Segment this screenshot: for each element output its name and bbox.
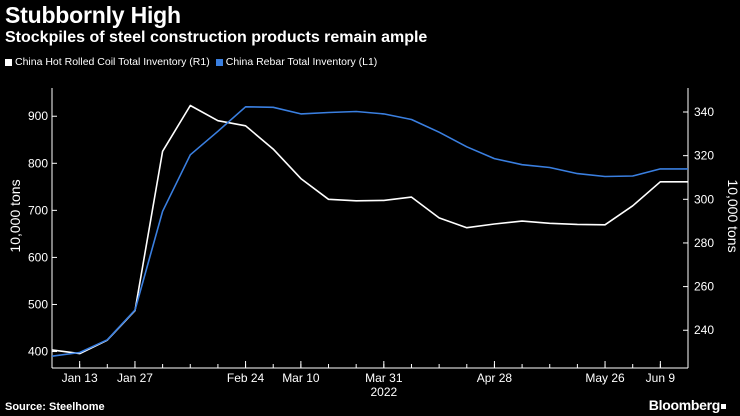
left-tick-label: 700 xyxy=(28,203,48,217)
right-tick-label: 240 xyxy=(694,323,714,337)
x-year-label: 2022 xyxy=(370,385,397,399)
chart-title: Stubbornly High xyxy=(5,2,181,28)
tick-labels: 400 500 600 700 800 900 240 260 280 300 320 340 10,0… xyxy=(7,105,740,399)
x-tick-label: Jan 13 xyxy=(62,371,98,385)
right-axis-title: 10,000 tons xyxy=(725,179,740,252)
legend-item-hrc: China Hot Rolled Coil Total Inventory (R… xyxy=(5,56,210,68)
series-line-rebar xyxy=(51,106,688,357)
left-tick-label: 900 xyxy=(28,109,48,123)
x-tick-label: May 26 xyxy=(585,371,625,385)
legend-label-rebar: China Rebar Total Inventory (L1) xyxy=(225,56,378,68)
x-tick-label: Jan 27 xyxy=(117,371,153,385)
x-tick-label: Feb 24 xyxy=(227,371,265,385)
legend-label-hrc: China Hot Rolled Coil Total Inventory (R… xyxy=(15,56,210,68)
source-note: Source: Steelhome xyxy=(5,401,105,413)
legend-swatch-hrc xyxy=(5,58,12,66)
legend-item-rebar: China Rebar Total Inventory (L1) xyxy=(215,56,378,68)
right-tick-label: 320 xyxy=(694,149,714,163)
left-tick-label: 400 xyxy=(28,345,48,359)
right-tick-label: 280 xyxy=(694,236,714,250)
brand-logo: Bloomberg xyxy=(649,397,726,413)
chart-subtitle: Stockpiles of steel construction product… xyxy=(5,29,428,46)
legend-swatch-rebar xyxy=(215,58,223,66)
left-tick-label: 600 xyxy=(28,250,48,264)
left-tick-label: 500 xyxy=(28,297,48,311)
right-tick-label: 260 xyxy=(694,280,714,294)
left-axis-title: 10,000 tons xyxy=(7,179,23,252)
x-tick-label: Mar 31 xyxy=(365,371,403,385)
series-lines xyxy=(51,104,688,357)
x-tick-label: Mar 10 xyxy=(282,371,320,385)
right-tick-label: 300 xyxy=(694,192,714,206)
left-tick-label: 800 xyxy=(28,156,48,170)
x-tick-label: Jun 9 xyxy=(646,371,676,385)
legend: China Hot Rolled Coil Total Inventory (R… xyxy=(5,56,383,68)
right-tick-label: 340 xyxy=(694,105,714,119)
series-line-hrc xyxy=(51,104,688,355)
x-tick-label: Apr 28 xyxy=(477,371,513,385)
brand-name: Bloomberg xyxy=(648,397,721,413)
axes xyxy=(51,88,689,369)
